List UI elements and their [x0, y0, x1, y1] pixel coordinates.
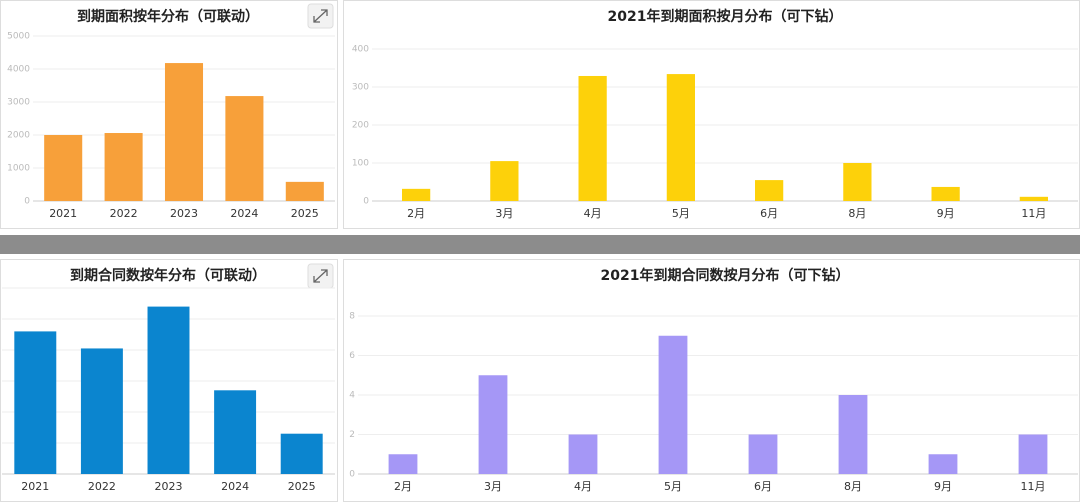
bar[interactable] — [928, 454, 958, 474]
bar[interactable] — [280, 433, 323, 474]
bar[interactable] — [1019, 196, 1048, 201]
x-tick-label: 2023 — [155, 480, 183, 493]
y-tick-label: 4 — [349, 391, 355, 401]
y-tick-label: 6 — [349, 351, 355, 361]
x-tick-label: 2025 — [291, 207, 319, 220]
panel — [343, 259, 1080, 502]
bar[interactable] — [44, 135, 83, 201]
bar[interactable] — [490, 161, 519, 201]
y-tick-label: 5000 — [7, 32, 30, 42]
bar[interactable] — [285, 181, 324, 201]
bar[interactable] — [104, 133, 143, 201]
x-tick-label: 9月 — [937, 207, 955, 220]
expand-button[interactable] — [307, 263, 334, 289]
x-tick-label: 3月 — [484, 480, 502, 493]
bar[interactable] — [666, 74, 695, 201]
y-tick-label: 0 — [24, 197, 30, 207]
bar[interactable] — [931, 186, 960, 201]
bar[interactable] — [478, 375, 508, 474]
chart-title: 到期面积按年分布（可联动） — [77, 8, 259, 25]
y-tick-label: 3000 — [7, 98, 30, 108]
y-tick-label: 2 — [349, 430, 355, 440]
y-tick-label: 200 — [352, 121, 369, 131]
x-tick-label: 9月 — [934, 480, 952, 493]
x-tick-label: 8月 — [848, 207, 866, 220]
bar[interactable] — [14, 331, 57, 474]
x-tick-label: 2月 — [394, 480, 412, 493]
bar[interactable] — [225, 96, 264, 201]
x-tick-label: 2024 — [221, 480, 249, 493]
x-tick-label: 2023 — [170, 207, 198, 220]
bar[interactable] — [80, 348, 123, 474]
y-tick-label: 4000 — [7, 65, 30, 75]
y-tick-label: 0 — [363, 197, 369, 207]
x-tick-label: 6月 — [760, 207, 778, 220]
bar[interactable] — [658, 335, 688, 474]
x-tick-label: 8月 — [844, 480, 862, 493]
bar[interactable] — [838, 395, 868, 474]
bar[interactable] — [402, 188, 431, 201]
expand-button[interactable] — [307, 3, 334, 29]
bar[interactable] — [388, 454, 418, 474]
y-tick-label: 300 — [352, 83, 369, 93]
x-tick-label: 2022 — [88, 480, 116, 493]
x-tick-label: 3月 — [495, 207, 513, 220]
y-tick-label: 1000 — [7, 164, 30, 174]
bar[interactable] — [214, 390, 257, 474]
x-tick-label: 11月 — [1021, 480, 1046, 493]
chart-title: 到期合同数按年分布（可联动） — [70, 267, 266, 284]
y-tick-label: 8 — [349, 312, 355, 322]
x-tick-label: 2024 — [230, 207, 258, 220]
divider — [0, 235, 1080, 254]
x-tick-label: 2025 — [288, 480, 316, 493]
x-tick-label: 2月 — [407, 207, 425, 220]
y-tick-label: 0 — [349, 470, 355, 480]
x-tick-label: 5月 — [664, 480, 682, 493]
bar[interactable] — [568, 434, 598, 475]
x-tick-label: 2021 — [49, 207, 77, 220]
y-tick-label: 100 — [352, 159, 369, 169]
bar[interactable] — [147, 306, 190, 474]
y-tick-label: 400 — [352, 45, 369, 55]
x-tick-label: 4月 — [574, 480, 592, 493]
x-tick-label: 6月 — [754, 480, 772, 493]
x-tick-label: 4月 — [584, 207, 602, 220]
bar[interactable] — [578, 75, 607, 201]
bar[interactable] — [748, 434, 778, 475]
y-tick-label: 2000 — [7, 131, 30, 141]
bar[interactable] — [164, 63, 204, 202]
chart-title: 2021年到期面积按月分布（可下钻） — [608, 8, 843, 25]
panel — [343, 0, 1080, 229]
bar[interactable] — [1018, 434, 1048, 475]
x-tick-label: 2021 — [21, 480, 49, 493]
x-tick-label: 5月 — [672, 207, 690, 220]
bar[interactable] — [843, 163, 872, 201]
x-tick-label: 2022 — [110, 207, 138, 220]
x-tick-label: 11月 — [1021, 207, 1046, 220]
bar[interactable] — [755, 180, 784, 201]
chart-title: 2021年到期合同数按月分布（可下钻） — [601, 267, 850, 284]
